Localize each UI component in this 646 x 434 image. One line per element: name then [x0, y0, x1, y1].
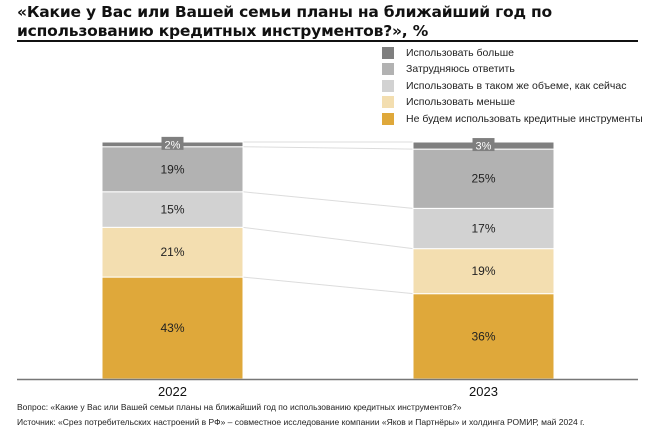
data-label: 17%	[471, 222, 495, 236]
legend-item: Использовать больше	[382, 45, 643, 61]
bar-segment	[412, 207, 555, 250]
bar-segment	[101, 146, 244, 193]
legend-label: Затрудняюсь ответить	[406, 63, 515, 76]
connector-line	[242, 146, 414, 150]
connector-line	[242, 191, 414, 209]
bar-segment	[412, 148, 555, 209]
data-label-box	[472, 138, 495, 152]
bar-segment	[412, 248, 555, 295]
data-label: 2%	[165, 139, 181, 151]
data-label: 19%	[160, 162, 184, 176]
bar-segment	[412, 293, 555, 380]
legend-label: Использовать в таком же объеме, как сейч…	[406, 79, 627, 92]
legend-label: Использовать больше	[406, 47, 514, 59]
bar-segment	[101, 191, 244, 228]
data-label-box	[161, 136, 184, 150]
bar-segment	[101, 226, 244, 278]
data-labels: 43% 21% 15% 19% 2% 36% 19% 17% 25% 3%	[160, 136, 496, 343]
legend-swatch	[382, 47, 394, 59]
legend-swatch	[382, 112, 394, 125]
legend-item: Затрудняюсь ответить	[382, 61, 643, 77]
category-label: 2022	[158, 384, 187, 399]
legend-item: Использовать в таком же объеме, как сейч…	[382, 78, 643, 94]
legend: Использовать больше Затрудняюсь ответить…	[382, 45, 643, 127]
connector-lines	[242, 141, 414, 295]
legend-swatch	[382, 96, 394, 109]
connector-line	[242, 276, 414, 295]
data-label: 19%	[471, 264, 495, 278]
legend-swatch	[382, 63, 394, 76]
data-label: 21%	[160, 245, 184, 259]
legend-item: Не будем использовать кредитные инструме…	[382, 111, 643, 127]
data-label: 15%	[160, 203, 184, 217]
title-divider	[17, 40, 638, 42]
data-label: 25%	[471, 172, 495, 186]
legend-swatch	[382, 79, 394, 92]
data-label: 43%	[160, 321, 184, 335]
legend-label: Не будем использовать кредитные инструме…	[406, 112, 643, 125]
bar-segment	[101, 276, 244, 380]
legend-label: Использовать меньше	[406, 96, 516, 109]
footnote-question: Вопрос: «Какие у Вас или Вашей семьи пла…	[17, 402, 462, 412]
connector-line	[242, 226, 414, 250]
category-label: 2023	[469, 384, 498, 399]
data-label: 3%	[476, 141, 492, 153]
data-label: 36%	[471, 329, 495, 343]
legend-item: Использовать меньше	[382, 94, 643, 110]
footnote-source: Источник: «Срез потребительских настроен…	[17, 417, 585, 427]
chart-title: «Какие у Вас или Вашей семьи планы на бл…	[17, 3, 552, 40]
